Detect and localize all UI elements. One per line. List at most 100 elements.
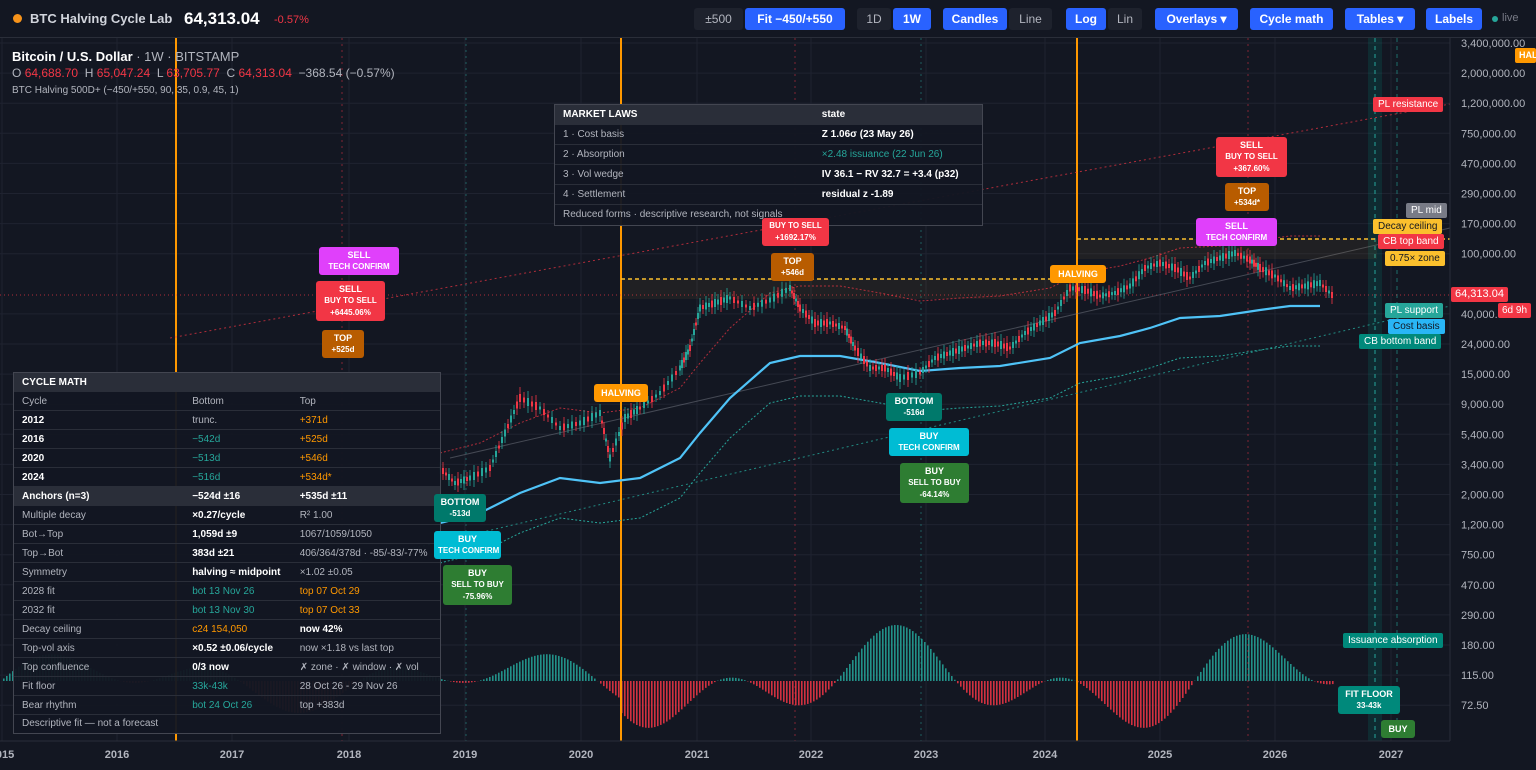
cycle-math-row: Top-vol axis ×0.52 ±0.06/cycle now ×1.18 v… <box>14 639 440 658</box>
low-value: 63,705.77 <box>166 66 220 80</box>
cycle-math-row: 2024 −516d +534d* <box>14 468 440 487</box>
cycle-math-title: CYCLE MATH <box>22 377 87 388</box>
cycle-math-row: Decay ceiling c24 154,050 now 42% <box>14 620 440 639</box>
price-tick: 1,200,000.00 <box>1461 98 1525 110</box>
high-label: H <box>84 66 94 80</box>
cycle-math-cell: −524d ±16 <box>192 491 241 502</box>
price-tick: 290,000.00 <box>1461 189 1516 201</box>
last-change: -0.57% <box>274 14 309 26</box>
market-laws-state-header: state <box>821 109 846 120</box>
cycle-math-row: Multiple decay ×0.27/cycle R² 1.00 <box>14 506 440 525</box>
sell-signal-2025[interactable]: SELL BUY TO SELL +367.60% <box>1216 137 1287 177</box>
line-button[interactable]: Line <box>1009 8 1052 30</box>
cycle-math-button[interactable]: Cycle math <box>1250 8 1333 30</box>
law-state: residual z -1.89 <box>821 189 894 200</box>
cycle-math-cell: Symmetry <box>22 567 67 578</box>
sell-tech-confirm-2017[interactable]: SELL TECH CONFIRM <box>319 247 399 275</box>
range-500-button[interactable]: ±500 <box>694 8 743 30</box>
app-logo-dot <box>13 14 22 23</box>
law-state: Z 1.06σ (23 May 26) <box>821 129 914 140</box>
cycle-math-row: Top confluence 0/3 now ✗ zone · ✗ window ·… <box>14 658 440 677</box>
price-tick: 72.50 <box>1461 700 1489 712</box>
year-tick: 2019 <box>453 749 477 761</box>
bottom-marker-2018[interactable]: BOTTOM -513d <box>434 494 486 522</box>
cb-bottom-band-label: CB bottom band <box>1359 334 1442 349</box>
cycle-math-row: Fit floor 33k-43k 28 Oct 26 - 29 Nov 26 <box>14 677 440 696</box>
price-tick: 24,000.00 <box>1461 339 1510 351</box>
cycle-math-cell: Anchors (n=3) <box>22 491 90 502</box>
cycle-math-header: Cycle Bottom Top <box>14 392 440 411</box>
buy-tech-confirm-2018[interactable]: BUY TECH CONFIRM <box>434 531 501 559</box>
price-axis[interactable]: 3,400,000.00 2,000,000.00 1,200,000.00 750,… <box>1449 38 1536 770</box>
log-scale-button[interactable]: Log <box>1066 8 1106 30</box>
cycle-math-row: 2020 −513d +546d <box>14 449 440 468</box>
sell-signal-2021[interactable]: BUY TO SELL +1692.17% <box>762 218 829 246</box>
cycle-math-cell: Decay ceiling <box>22 624 82 635</box>
cycle-math-cell: Top→Bot <box>22 548 64 559</box>
cycle-math-cell: Fit floor <box>22 681 56 692</box>
buy-tech-confirm-2022[interactable]: BUY TECH CONFIRM <box>889 428 969 456</box>
price-tick: 3,400.00 <box>1461 459 1504 471</box>
price-tick: 2,000,000.00 <box>1461 68 1525 80</box>
law-name: 2 · Absorption <box>563 149 625 160</box>
buy-signal-2022[interactable]: BUY SELL TO BUY -64.14% <box>900 463 969 503</box>
symbol-meta: · 1W · BITSTAMP <box>132 49 240 64</box>
price-tick: 15,000.00 <box>1461 369 1510 381</box>
year-tick: 2015 <box>0 749 14 761</box>
cycle-math-cell: 2028 fit <box>22 586 55 597</box>
cycle-math-cell: ✗ zone · ✗ window · ✗ vol <box>299 662 419 673</box>
live-indicator-icon <box>1492 16 1498 22</box>
cycle-math-row: 2028 fit bot 13 Nov 26 top 07 Oct 29 <box>14 582 440 601</box>
linear-scale-button[interactable]: Lin <box>1108 8 1142 30</box>
cycle-math-cell: c24 154,050 <box>192 624 248 635</box>
cycle-math-cell: bot 13 Nov 30 <box>192 605 255 616</box>
cycle-math-cell: Top-vol axis <box>22 643 75 654</box>
low-label: L <box>156 66 164 80</box>
time-axis[interactable]: 2015 2016 2017 2018 2019 2020 2021 2022 2023 2024… <box>0 740 1450 770</box>
cycle-math-cell: −513d <box>192 453 221 464</box>
pl-mid-label: PL mid <box>1406 203 1447 218</box>
overlays-dropdown[interactable]: Overlays ▾ <box>1155 8 1238 30</box>
year-tick: 2017 <box>220 749 244 761</box>
price-tick: 100,000.00 <box>1461 249 1516 261</box>
bottom-marker-2022[interactable]: BOTTOM -516d <box>886 393 942 421</box>
tables-dropdown[interactable]: Tables ▾ <box>1345 8 1415 30</box>
sell-signal-2017[interactable]: SELL BUY TO SELL +6445.06% <box>316 281 385 321</box>
year-tick: 2027 <box>1379 749 1403 761</box>
labels-button[interactable]: Labels <box>1426 8 1482 30</box>
buy-marker-2026[interactable]: BUY <box>1381 720 1415 738</box>
fit-range-button[interactable]: Fit −450/+550 <box>745 8 845 30</box>
price-tick: 2,000.00 <box>1461 490 1504 502</box>
cycle-math-cell: +534d* <box>299 472 332 483</box>
change-value: −368.54 (−0.57%) <box>298 66 395 80</box>
timeframe-1d-button[interactable]: 1D <box>857 8 891 30</box>
cycle-math-row: 2032 fit bot 13 Nov 30 top 07 Oct 33 <box>14 601 440 620</box>
top-marker-2017[interactable]: TOP +525d <box>322 330 364 358</box>
year-tick: 2016 <box>105 749 129 761</box>
top-marker-2025[interactable]: TOP +534d* <box>1225 183 1269 211</box>
last-price: 64,313.04 <box>184 9 260 28</box>
price-tick: 750.00 <box>1461 550 1495 562</box>
law-name: 1 · Cost basis <box>563 129 625 140</box>
cycle-math-cell: +525d <box>299 434 328 445</box>
candles-button[interactable]: Candles <box>943 8 1007 30</box>
sell-tech-confirm-2025[interactable]: SELL TECH CONFIRM <box>1196 218 1277 246</box>
buy-signal-2018[interactable]: BUY SELL TO BUY -75.96% <box>443 565 512 605</box>
price-tick: 180.00 <box>1461 640 1495 652</box>
halving-label-2020[interactable]: HALVING <box>594 384 648 402</box>
high-value: 65,047.24 <box>96 66 151 80</box>
cycle-math-col-header: Bottom <box>192 396 224 407</box>
cycle-math-cell: ×1.02 ±0.05 <box>299 567 353 578</box>
price-tick: 1,200.00 <box>1461 520 1504 532</box>
halving-label-2024[interactable]: HALVING <box>1050 265 1106 283</box>
indicator-legend[interactable]: BTC Halving 500D+ (−450/+550, 90, 35, 0.… <box>12 85 239 96</box>
timeframe-1w-button[interactable]: 1W <box>893 8 931 30</box>
cycle-math-cell: Bot→Top <box>22 529 64 540</box>
cycle-math-cell: R² 1.00 <box>299 510 333 521</box>
fit-floor-marker[interactable]: FIT FLOOR 33-43k <box>1338 686 1400 714</box>
cycle-math-row: 2016 −542d +525d <box>14 430 440 449</box>
app-title: BTC Halving Cycle Lab <box>30 11 173 26</box>
symbol-name: Bitcoin / U.S. Dollar <box>12 49 133 64</box>
top-marker-2021[interactable]: TOP +546d <box>771 253 814 281</box>
cycle-math-cell: 0/3 now <box>192 662 229 673</box>
